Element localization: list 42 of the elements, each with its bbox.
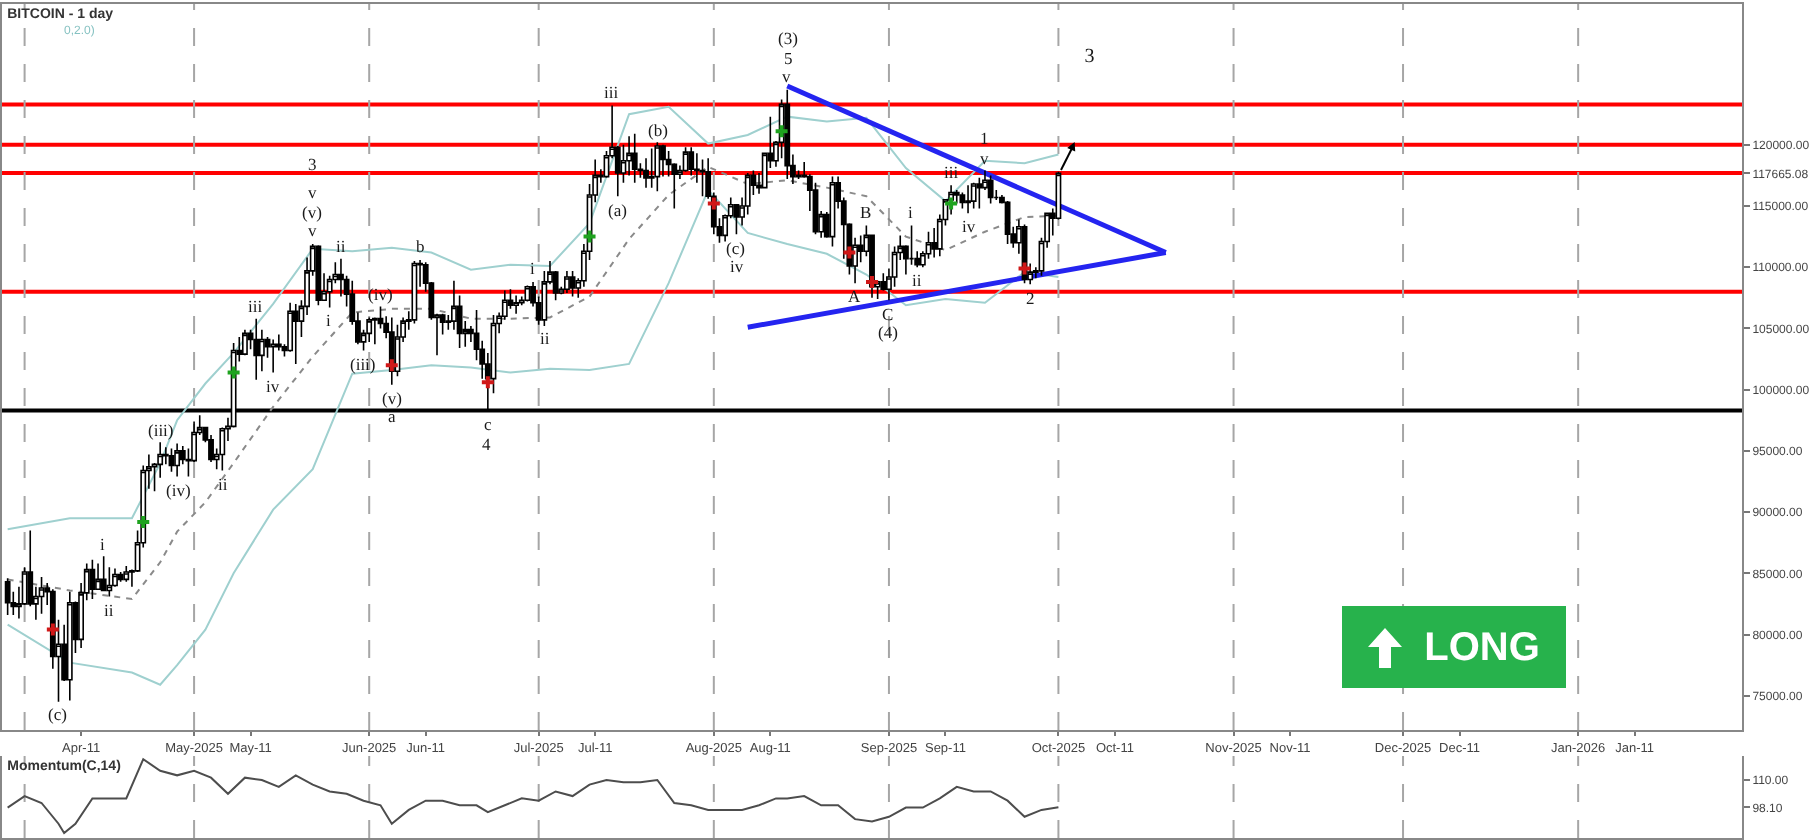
badge: LONG [1342, 606, 1566, 688]
annotation: i [100, 534, 106, 554]
annotation: iii [248, 296, 264, 316]
annotation: iv [266, 376, 281, 396]
annotation: 4 [482, 434, 492, 454]
annotation: v [980, 148, 990, 168]
annotation: iii [604, 82, 620, 102]
annotation: C [882, 304, 894, 324]
annotation: (v) [302, 202, 323, 222]
annotation: B [860, 202, 872, 222]
annotation: (iii) [148, 420, 174, 440]
annotation: i [908, 202, 914, 222]
annotation: i [326, 310, 332, 330]
annotation: (iv) [166, 480, 191, 500]
annotation: ii [218, 474, 229, 494]
annotation: (c) [48, 704, 68, 724]
annotation: (b) [648, 120, 669, 140]
annotation: (3) [778, 28, 799, 48]
annotation: (4) [878, 322, 899, 342]
annotation: ii [912, 270, 923, 290]
annotation: 5 [784, 48, 793, 68]
annotation: ii [540, 328, 551, 348]
annotation: (a) [608, 200, 628, 220]
annotation: v [308, 220, 318, 240]
annotation: (iii) [350, 354, 376, 374]
annotation: iv [962, 216, 977, 236]
annotation: 2 [1026, 288, 1035, 308]
annotation: v [308, 182, 318, 202]
annotation: a [388, 406, 396, 426]
annotation: iv [730, 256, 745, 276]
annotation: 1 [980, 128, 989, 148]
annotation: 3 [1084, 45, 1095, 68]
annotation: i [530, 258, 536, 278]
annotation: c [484, 414, 492, 434]
annotation: (c) [726, 238, 746, 258]
annotation: LONG [1424, 625, 1540, 669]
annotation: v [782, 66, 792, 86]
annotation: b [416, 236, 425, 256]
annotation: (v) [382, 388, 403, 408]
annotation: ii [336, 236, 347, 256]
annotation: 3 [308, 154, 317, 174]
annotation: ii [104, 600, 115, 620]
